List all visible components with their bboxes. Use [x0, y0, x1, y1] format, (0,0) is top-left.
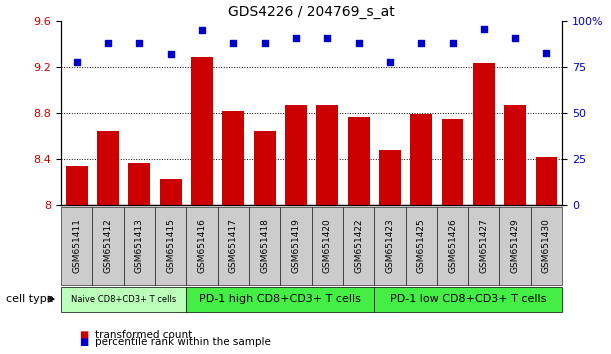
- Text: GSM651420: GSM651420: [323, 219, 332, 273]
- Text: GSM651422: GSM651422: [354, 219, 363, 273]
- Bar: [504, 105, 526, 205]
- Text: PD-1 high CD8+CD3+ T cells: PD-1 high CD8+CD3+ T cells: [199, 294, 361, 304]
- Point: [103, 40, 113, 46]
- Point: [72, 59, 82, 64]
- Point: [416, 40, 426, 46]
- Text: percentile rank within the sample: percentile rank within the sample: [95, 337, 271, 347]
- Point: [134, 40, 144, 46]
- Point: [479, 26, 489, 32]
- Text: GSM651426: GSM651426: [448, 219, 457, 273]
- Bar: [410, 114, 432, 205]
- Text: PD-1 low CD8+CD3+ T cells: PD-1 low CD8+CD3+ T cells: [390, 294, 546, 304]
- Bar: [348, 117, 370, 205]
- Point: [448, 40, 458, 46]
- Text: cell type: cell type: [6, 294, 54, 304]
- Text: GSM651411: GSM651411: [72, 218, 81, 274]
- Point: [229, 40, 238, 46]
- Bar: [222, 111, 244, 205]
- Bar: [285, 105, 307, 205]
- Point: [166, 52, 175, 57]
- Point: [541, 50, 551, 55]
- Point: [510, 35, 520, 41]
- Text: Naive CD8+CD3+ T cells: Naive CD8+CD3+ T cells: [71, 295, 177, 304]
- Text: GSM651412: GSM651412: [104, 219, 112, 273]
- Text: GSM651419: GSM651419: [291, 218, 301, 274]
- Text: GSM651417: GSM651417: [229, 218, 238, 274]
- Point: [260, 40, 269, 46]
- Point: [323, 35, 332, 41]
- Bar: [97, 131, 119, 205]
- Text: ■: ■: [79, 330, 89, 339]
- Text: ■: ■: [79, 337, 89, 347]
- Text: GSM651425: GSM651425: [417, 219, 426, 273]
- Bar: [128, 163, 150, 205]
- Text: GSM651423: GSM651423: [386, 219, 394, 273]
- Bar: [254, 131, 276, 205]
- Bar: [316, 105, 338, 205]
- Text: GSM651429: GSM651429: [511, 219, 519, 273]
- Point: [291, 35, 301, 41]
- Bar: [473, 63, 495, 205]
- Text: GSM651415: GSM651415: [166, 218, 175, 274]
- Title: GDS4226 / 204769_s_at: GDS4226 / 204769_s_at: [229, 5, 395, 19]
- Bar: [535, 157, 557, 205]
- Point: [197, 28, 207, 33]
- Text: GSM651413: GSM651413: [135, 218, 144, 274]
- Bar: [191, 57, 213, 205]
- Text: GSM651430: GSM651430: [542, 218, 551, 274]
- Bar: [159, 179, 181, 205]
- Bar: [442, 119, 464, 205]
- Point: [385, 59, 395, 64]
- Text: GSM651418: GSM651418: [260, 218, 269, 274]
- Point: [354, 40, 364, 46]
- Bar: [66, 166, 88, 205]
- Text: GSM651416: GSM651416: [197, 218, 207, 274]
- Text: GSM651427: GSM651427: [480, 219, 488, 273]
- Text: transformed count: transformed count: [95, 330, 192, 339]
- Bar: [379, 150, 401, 205]
